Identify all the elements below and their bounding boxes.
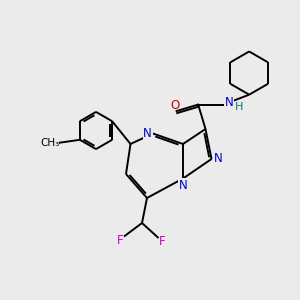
Text: H: H xyxy=(235,102,244,112)
Text: F: F xyxy=(117,234,124,247)
Text: O: O xyxy=(170,99,179,112)
Text: N: N xyxy=(178,178,188,192)
Text: CH₃: CH₃ xyxy=(41,138,60,148)
Text: N: N xyxy=(143,127,152,140)
Text: F: F xyxy=(159,235,165,248)
Text: N: N xyxy=(214,152,223,166)
Text: N: N xyxy=(225,96,233,109)
